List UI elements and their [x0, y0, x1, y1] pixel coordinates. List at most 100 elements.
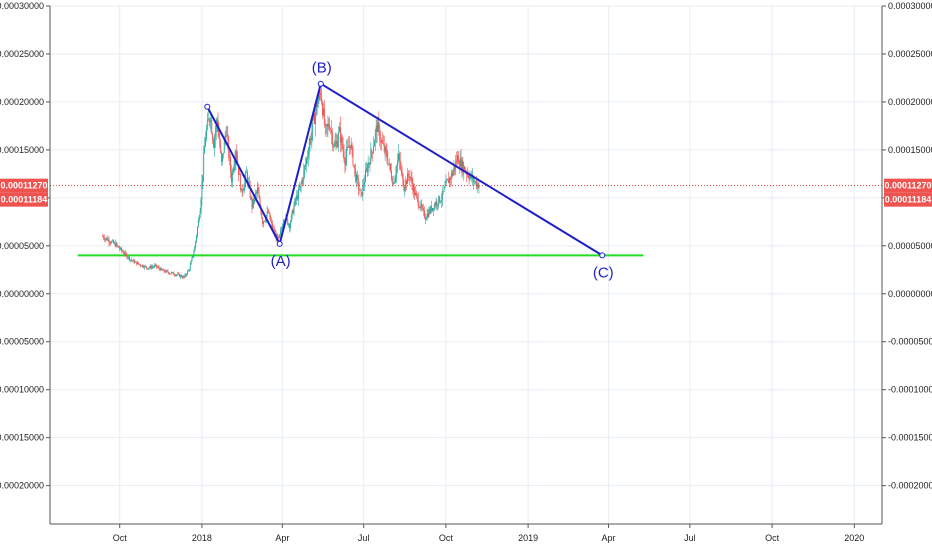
candle-body	[301, 179, 303, 184]
candle-body	[461, 160, 463, 170]
candle-body	[364, 181, 366, 185]
candle-body	[182, 276, 184, 278]
candle-body	[419, 207, 421, 209]
x-tick-label: 2019	[518, 533, 538, 543]
candle-body	[221, 151, 223, 162]
candle-body	[148, 267, 150, 269]
candle-body	[440, 201, 441, 203]
candle-body	[264, 219, 266, 221]
candle-body	[454, 166, 456, 169]
y-tick-label-right: -0.00020000	[888, 481, 932, 491]
wave-anchor-point[interactable]	[276, 240, 283, 247]
candle-body	[403, 185, 405, 191]
candle-body	[388, 163, 390, 165]
candle-body	[462, 160, 464, 173]
candle-body	[222, 154, 223, 162]
candle-body	[215, 122, 217, 132]
candle-body	[307, 155, 309, 158]
wave-anchor-point[interactable]	[317, 80, 324, 87]
candle-body	[197, 227, 198, 236]
candle-body	[478, 186, 480, 189]
wave-anchor-point[interactable]	[204, 103, 211, 110]
candle-body	[438, 196, 440, 205]
y-tick-label-right: 0.00030000	[888, 1, 932, 11]
candle-body	[385, 147, 387, 152]
elliott-wave-line[interactable]	[206, 82, 603, 257]
candle-body	[105, 237, 107, 239]
wave-drawing-layer[interactable]	[204, 80, 606, 259]
wave-anchor-point[interactable]	[599, 252, 606, 259]
y-tick-label-right: -0.00015000	[888, 433, 932, 443]
y-tick-label-left: -0.00005000	[0, 337, 44, 347]
candle-body	[206, 119, 208, 130]
candle-body	[452, 171, 454, 176]
candle-body	[310, 138, 312, 141]
candle-body	[306, 157, 308, 159]
candle-body	[159, 268, 161, 271]
candle-body	[400, 167, 402, 170]
y-tick-label-right: -0.00005000	[888, 337, 932, 347]
candle-body	[319, 92, 321, 94]
secondary-price-tag-right-bg	[884, 192, 932, 207]
candle-body	[262, 218, 264, 224]
candle-body	[244, 179, 246, 188]
candle-body	[128, 256, 130, 258]
y-tick-label-right: 0.00000000	[888, 289, 932, 299]
candle-body	[389, 163, 391, 165]
y-tick-label-right: -0.00010000	[888, 385, 932, 395]
candle-body	[129, 256, 130, 261]
candle-body	[339, 127, 340, 132]
candle-body	[353, 164, 355, 166]
candle-body	[331, 130, 332, 133]
candle-body	[153, 266, 155, 268]
candle-body	[223, 139, 225, 153]
candle-body	[184, 274, 186, 278]
candle-body	[356, 175, 357, 182]
candle-body	[425, 218, 427, 220]
candle-body	[137, 262, 139, 265]
candle-body	[457, 155, 459, 164]
candle-body	[317, 100, 319, 108]
candle-body	[316, 102, 318, 108]
candle-body	[455, 160, 457, 169]
candle-body	[281, 228, 282, 231]
candle-body	[350, 144, 352, 149]
candle-body	[309, 138, 311, 147]
wave-label: (C)	[593, 264, 614, 281]
candle-body	[472, 176, 474, 179]
candle-body	[401, 169, 403, 174]
candle-body	[322, 103, 324, 116]
candle-body	[373, 141, 375, 147]
candle-body	[243, 187, 245, 191]
candle-body	[382, 142, 384, 144]
candle-body	[238, 164, 240, 175]
candle-body	[369, 163, 371, 165]
candle-body	[166, 270, 168, 272]
candle-body	[432, 207, 434, 210]
x-tick-label: Apr	[275, 533, 289, 543]
candle-body	[123, 253, 125, 255]
candle-body	[135, 261, 137, 263]
candle-body	[214, 131, 216, 138]
candle-body	[291, 210, 293, 215]
candle-body	[112, 240, 114, 242]
candle-body	[292, 210, 294, 214]
candle-body	[297, 189, 299, 200]
current-price-tag-left-bg	[0, 178, 48, 193]
y-tick-label-right: 0.00025000	[888, 49, 932, 59]
candle-body	[460, 158, 462, 170]
candle-body	[132, 259, 134, 261]
candle-body	[116, 243, 118, 246]
candle-body	[288, 224, 290, 225]
candle-body	[449, 177, 451, 180]
candle-body	[333, 145, 335, 147]
candle-body	[202, 175, 204, 182]
candle-body	[408, 176, 410, 178]
candle-body	[418, 205, 420, 208]
candle-body	[435, 201, 437, 206]
candle-body	[256, 187, 258, 193]
candle-body	[138, 262, 139, 265]
candle-body	[436, 201, 438, 206]
